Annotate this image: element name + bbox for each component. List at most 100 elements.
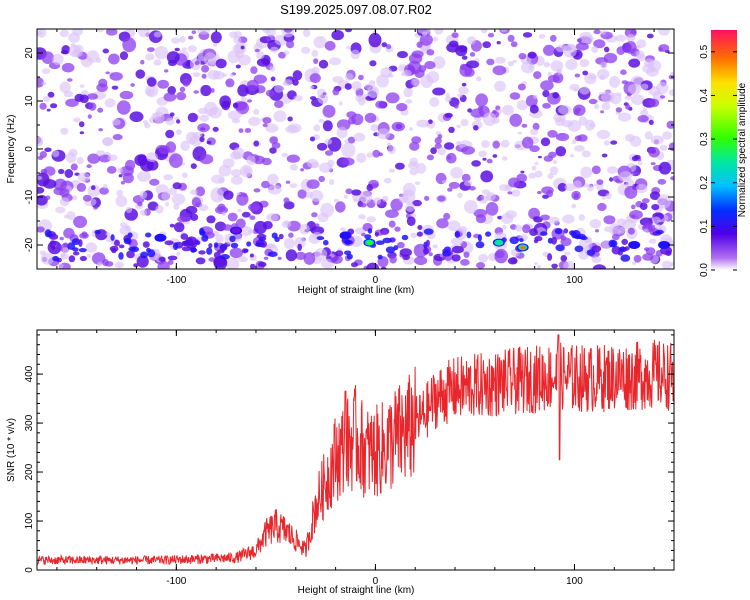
heatmap-cell: [142, 241, 150, 248]
heatmap-cell: [182, 78, 191, 87]
heatmap-cell: [578, 214, 585, 221]
heatmap-cell: [52, 53, 64, 65]
heatmap-cell: [496, 41, 501, 45]
heatmap-cell: [421, 31, 428, 37]
heatmap-cell: [411, 78, 420, 87]
heatmap-cell: [65, 98, 79, 108]
heatmap-cell: [37, 195, 48, 206]
heatmap-cell: [335, 250, 344, 257]
y-tick-label: 0: [24, 146, 35, 152]
y-tick-label: 400: [24, 365, 35, 382]
heatmap-cell: [310, 190, 324, 202]
heatmap-cell: [269, 65, 276, 72]
colorbar-tick-label: 0.3: [699, 132, 710, 146]
heatmap-cell: [509, 92, 521, 100]
heatmap-cell: [266, 213, 279, 222]
heatmap-cell: [173, 222, 185, 233]
heatmap-cell: [482, 41, 492, 49]
heatmap-cell: [165, 117, 175, 126]
heatmap-cell: [45, 195, 51, 200]
heatmap-cell: [309, 73, 321, 84]
heatmap-cell: [665, 250, 672, 256]
heatmap-cell: [283, 29, 293, 33]
heatmap-cell: [158, 256, 166, 262]
heatmap-cell: [521, 61, 535, 74]
heatmap-cell: [445, 93, 450, 98]
heatmap-cell: [173, 203, 180, 210]
heatmap-cell: [619, 171, 633, 181]
heatmap-cell: [223, 190, 234, 200]
heatmap-cell: [78, 239, 83, 247]
heatmap-cell: [283, 79, 293, 87]
heatmap-cell: [51, 150, 60, 158]
heatmap-cell: [457, 93, 463, 98]
heatmap-cell: [507, 191, 513, 195]
heatmap-cell: [316, 236, 325, 241]
heatmap-cell: [79, 255, 87, 262]
heatmap-cell: [394, 226, 401, 232]
heatmap-cell: [389, 255, 397, 264]
heatmap-cell: [368, 32, 382, 48]
heatmap-cell: [176, 119, 181, 124]
heatmap-cell: [637, 115, 649, 123]
heatmap-cell: [461, 173, 471, 182]
heatmap-cell: [172, 182, 182, 190]
heatmap-cell: [210, 187, 225, 203]
heatmap-cell: [609, 177, 613, 182]
heatmap-cell: [96, 83, 108, 92]
heatmap-cell: [416, 119, 430, 128]
heatmap-cell: [321, 258, 334, 269]
heatmap-cell: [592, 264, 607, 269]
heatmap-cell: [593, 183, 598, 186]
heatmap-cell: [432, 36, 439, 42]
heatmap-cell: [522, 224, 531, 234]
heatmap-cell: [646, 67, 659, 77]
heatmap-cell: [437, 195, 446, 202]
heatmap-cell: [97, 29, 104, 33]
heatmap-cell: [501, 156, 508, 161]
heatmap-cell: [53, 178, 67, 191]
heatmap-cell: [453, 103, 459, 109]
heatmap-cell: [359, 190, 372, 204]
heatmap-cell: [454, 231, 460, 238]
heatmap-cell: [460, 118, 469, 127]
heatmap-cell: [640, 83, 649, 90]
heatmap-cell: [59, 236, 64, 241]
heatmap-cell: [94, 229, 101, 235]
heatmap-cell: [463, 251, 470, 258]
heatmap-cell: [423, 247, 429, 255]
heatmap-cell: [249, 253, 254, 258]
heatmap-cell: [303, 252, 316, 265]
heatmap-cell: [485, 231, 492, 237]
heatmap-cell: [190, 163, 197, 170]
heatmap-cell: [105, 71, 110, 75]
heatmap-cell: [629, 210, 643, 220]
heatmap-cell: [502, 104, 514, 116]
heatmap-cell: [591, 165, 601, 175]
heatmap-cell: [37, 226, 45, 233]
heatmap-cell: [401, 234, 409, 241]
heatmap-cell: [210, 88, 215, 93]
heatmap-cell: [187, 45, 197, 53]
heatmap-cell: [475, 214, 486, 224]
heatmap-cell: [550, 34, 557, 42]
heatmap-cell: [164, 240, 174, 246]
heatmap-cell: [436, 218, 449, 229]
snr-frame: [36, 329, 675, 571]
heatmap-cell: [68, 255, 76, 263]
heatmap-cell: [253, 140, 260, 147]
heatmap-cell: [168, 59, 177, 67]
heatmap-cell: [533, 71, 542, 80]
heatmap-cell: [64, 169, 74, 178]
heatmap-cell: [167, 255, 178, 261]
snr-ylabel: SNR (10 * v/v): [6, 418, 17, 482]
heatmap-cell: [581, 150, 591, 158]
heatmap-cell: [199, 154, 214, 165]
heatmap-cell: [285, 249, 298, 262]
heatmap-cell: [323, 239, 329, 246]
x-tick-label: 100: [566, 275, 583, 286]
heatmap-cell: [549, 166, 559, 176]
heatmap-cell: [139, 190, 148, 199]
heatmap-cell: [105, 29, 118, 36]
heatmap-cell: [197, 123, 210, 133]
